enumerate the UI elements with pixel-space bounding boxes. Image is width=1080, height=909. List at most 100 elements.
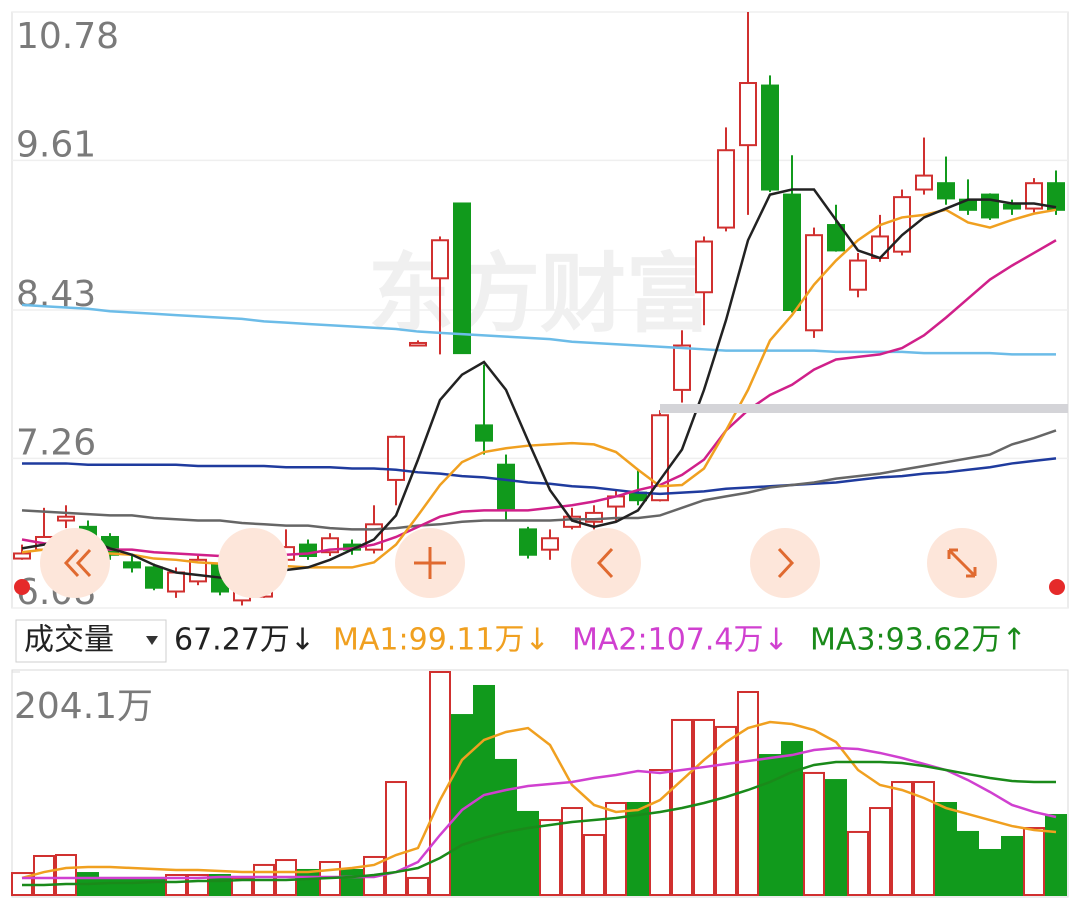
volume-bar [847,830,869,897]
volume-bar [55,854,77,897]
volume-bar [1045,814,1067,896]
candle-body [981,193,999,219]
candle-body [761,84,779,191]
volume-bar [561,807,583,897]
candle-body [299,543,317,558]
volume-bar [99,876,121,897]
candle-body [585,511,603,523]
crosshair[interactable] [395,528,465,598]
ma-line [21,188,1057,582]
volume-bar [407,876,429,897]
candle-body [387,435,405,481]
candle-body [1003,203,1021,210]
candle-body [123,561,141,569]
volume-bar [341,868,363,897]
candle-body [497,463,515,512]
scroll-right[interactable] [750,528,820,598]
volume-bar [1001,835,1023,896]
candle-body [475,424,493,442]
candle-body [431,239,449,280]
current-volume: 67.27万↓ [174,623,315,658]
candle-body [937,182,955,200]
ma-line [22,746,1057,880]
scroll-placeholder[interactable] [218,528,288,598]
volume-bar [33,854,55,897]
volume-bar [869,807,891,897]
candle-body [717,149,735,229]
volume-bar [451,714,473,897]
right-dot [1049,579,1065,595]
y-tick-label: 204.1万 [14,686,153,727]
selector-box[interactable] [15,619,167,663]
candle-body [453,202,471,355]
volume-bar [759,754,781,896]
candle-body [739,82,757,147]
volume-bar [517,810,539,897]
watermark: 东方财富 [368,244,712,344]
volume-bar [385,781,407,896]
scroll-left-fast[interactable] [40,528,110,598]
volume-bar [583,834,605,897]
dropdown-arrow [146,636,158,645]
volume-bar [121,876,143,897]
ma-line [21,208,1057,569]
candle-body [13,552,31,560]
volume-bar [891,781,913,896]
candle-body [783,193,801,311]
volume-bar [935,802,957,896]
scroll-left[interactable] [571,528,641,598]
ma-line [21,303,1056,356]
candle-body [145,566,163,589]
volume-bar [979,848,1001,896]
fullscreen[interactable] [927,528,997,598]
volume-bar [1023,827,1045,896]
ma-line [21,429,1057,531]
volume-bar [957,830,979,897]
candle-body [541,537,559,551]
price-panel: 10.789.618.437.266.08 [12,11,1068,613]
volume-bar [627,802,649,896]
candle-body [849,259,867,291]
candle-body [167,571,185,593]
candle-body [673,344,691,391]
candle-body [827,224,845,252]
support-band [660,404,1068,413]
volume-header: 成交量 67.27万↓ [15,619,315,663]
selector[interactable]: 成交量 [24,623,114,658]
candle-body [409,341,427,347]
volume-bar [473,684,495,896]
legend-entry: MA1:99.11万↓ [333,623,550,658]
volume-frame [11,669,1069,898]
volume-bar [649,769,671,896]
y-tick-label: 7.26 [16,422,96,463]
ma-line [21,720,1057,880]
nav-buttons [40,528,997,598]
ma-line [22,457,1057,496]
volume-bar [913,781,935,896]
volume-bar [715,725,737,897]
volume-bar [693,718,715,896]
volume-bar [143,876,165,897]
legend-entry: MA2:107.4万↓ [572,623,789,658]
ma-line [22,760,1056,887]
volume-bar [781,741,803,896]
candle-body [651,414,669,502]
volume-bar [165,874,187,896]
candle-body [915,174,933,191]
volume-bar [825,779,847,896]
candle-body [519,528,537,556]
legend-entry: MA3:93.62万↑ [810,623,1027,658]
volume-bar [605,802,627,896]
candle-body [57,515,75,522]
volume-panel: 204.1万 [11,671,1067,897]
volume-bar [297,868,319,897]
ma-line [21,239,1057,559]
volume-bar [539,819,561,897]
candle-body [1025,182,1043,210]
volume-bar [803,771,825,897]
candle-body [695,240,713,294]
candle-body [805,234,823,332]
volume-bar [495,758,517,896]
